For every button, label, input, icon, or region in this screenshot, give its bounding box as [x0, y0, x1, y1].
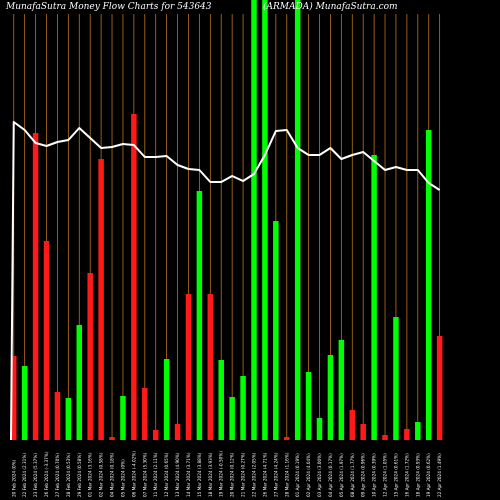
bar	[185, 294, 192, 440]
bar	[207, 294, 214, 440]
bar	[11, 356, 17, 440]
x-tick-label: 28 Mar 2024 (1.16%)	[284, 452, 289, 497]
chart-title-right: (ARMADA) MunafaSutra.com	[263, 1, 398, 12]
x-tick-label: 20 Mar 2024 (0.12%)	[230, 452, 235, 497]
x-tick-label: 11 Mar 2024 (2.11%)	[153, 452, 158, 497]
x-tick-label: 19 Mar 2024 (-0.50%)	[219, 451, 224, 497]
bar	[76, 325, 83, 440]
bar	[109, 437, 115, 440]
bar	[382, 435, 388, 440]
bar	[87, 273, 93, 440]
x-axis-labels: 20 Feb 2024 (0%) 22 Feb 2024 (2.31%) 23 Fe…	[11, 451, 442, 497]
money-flow-line	[10, 121, 441, 441]
bar	[98, 159, 104, 440]
x-tick-label: 12 Apr 2024 (1.05%)	[383, 453, 388, 497]
x-tick-label: 15 Mar 2024 (3.88%)	[197, 452, 202, 497]
x-tick-label: 26 Mar 2024 (4.71%)	[262, 452, 267, 497]
x-tick-label: 12 Mar 2024 (0.65%)	[164, 452, 169, 497]
bar	[43, 241, 50, 440]
bar	[21, 366, 28, 440]
bar	[436, 336, 443, 440]
x-tick-label: 28 Feb 2024 (0.53%)	[66, 453, 71, 497]
x-tick-label: 04 Mar 2024 (0.18%)	[110, 452, 115, 497]
x-tick-label: 15 Apr 2024 (0.61%)	[393, 453, 398, 497]
x-tick-label: 07 Mar 2024 (5.30%)	[142, 452, 147, 497]
bar	[371, 155, 377, 440]
bar	[240, 376, 246, 440]
x-tick-label: 06 Mar 2024 (-4.02%)	[131, 451, 136, 497]
x-tick-label: 23 Feb 2024 (5.37%)	[33, 453, 38, 497]
bar	[229, 397, 235, 440]
x-tick-label: 22 Mar 2024 (2.05%)	[251, 452, 256, 497]
bar	[262, 0, 268, 440]
x-tick-label: 27 Mar 2024 (4.24%)	[273, 452, 278, 497]
bar	[294, 0, 301, 440]
bar	[251, 0, 257, 440]
bar	[273, 221, 279, 440]
x-tick-label: 02 Mar 2024 (0.58%)	[99, 452, 104, 497]
bar	[120, 396, 126, 440]
bar	[284, 437, 290, 440]
x-tick-label: 22 Feb 2024 (2.31%)	[22, 453, 27, 497]
x-tick-label: 21 Mar 2024 (0.27%)	[241, 452, 246, 497]
x-tick-label: 22 Apr 2024 (1.49%)	[437, 453, 442, 497]
bar	[196, 191, 203, 440]
bar	[393, 317, 399, 440]
x-tick-label: 05 Mar 2024 (0%)	[120, 459, 125, 497]
bar	[415, 422, 421, 440]
bar	[65, 398, 72, 440]
bar	[142, 388, 148, 440]
bar	[163, 359, 170, 440]
x-tick-label: 05 Apr 2024 (1.97%)	[339, 453, 344, 497]
x-tick-label: 20 Feb 2024 (0%)	[11, 459, 16, 497]
x-tick-label: 29 Feb 2024 (0.58%)	[77, 453, 82, 497]
bar	[218, 360, 224, 440]
x-tick-label: 09 Apr 2024 (0.96%)	[361, 453, 366, 497]
bar	[338, 340, 345, 440]
bar	[316, 418, 323, 440]
x-tick-label: 04 Apr 2024 (0.17%)	[328, 453, 333, 497]
bar-series	[11, 0, 443, 440]
x-tick-label: 13 Mar 2024 (4.90%)	[175, 452, 180, 497]
chart-title-left: MunafaSutra Money Flow Charts for 543643	[5, 2, 212, 12]
bar	[152, 430, 159, 440]
bar	[360, 424, 366, 440]
x-tick-label: 08 Apr 2024 (1.77%)	[350, 453, 355, 497]
x-tick-label: 18 Apr 2024 (0.93%)	[415, 453, 420, 497]
bar	[305, 372, 312, 440]
x-tick-label: 10 Apr 2024 (0.39%)	[372, 453, 377, 497]
x-tick-label: 16 Apr 2024 (1.72%)	[404, 453, 409, 497]
bar	[404, 429, 410, 440]
bar	[327, 355, 334, 440]
x-tick-label: 01 Apr 2024 (0.19%)	[295, 453, 300, 497]
x-tick-label: 18 Mar 2024 (3.93%)	[208, 452, 213, 497]
x-tick-label: 27 Feb 2024 (0.70%)	[55, 453, 60, 497]
bar	[131, 114, 137, 440]
x-tick-label: 19 Apr 2024 (0.62%)	[426, 453, 431, 497]
x-tick-label: 03 Apr 2024 (3.00%)	[317, 453, 322, 497]
bar	[54, 392, 61, 440]
x-tick-label: 26 Feb 2024 (-3.37%)	[44, 451, 49, 497]
bar	[32, 133, 39, 440]
bar	[174, 424, 181, 440]
x-tick-label: 14 Mar 2024 (3.71%)	[186, 452, 191, 497]
x-tick-label: 02 Apr 2024 (4.04%)	[306, 453, 311, 497]
bar	[349, 410, 356, 440]
x-tick-label: 01 Mar 2024 (3.16%)	[88, 452, 93, 497]
bar	[425, 130, 432, 440]
